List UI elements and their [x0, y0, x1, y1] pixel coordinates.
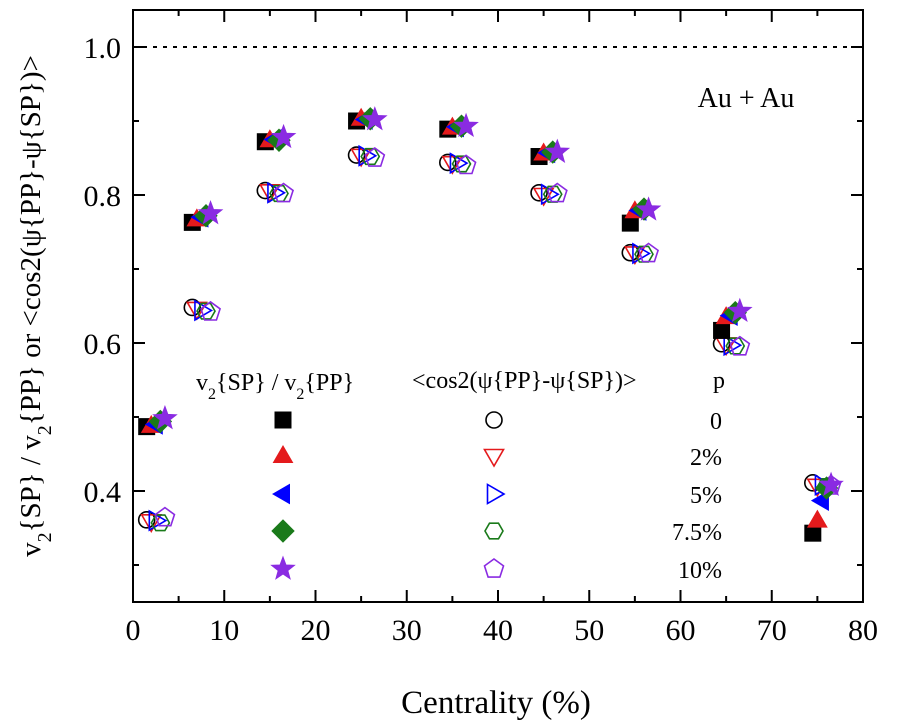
data-point-star [818, 471, 844, 496]
y-axis-label-v: v [15, 542, 47, 557]
legend-marker-pentagon [483, 558, 505, 578]
x-tick-label: 70 [757, 614, 787, 647]
legend-marker-triangle-right [486, 483, 506, 505]
x-tick-label: 60 [666, 614, 696, 647]
legend-header-p: p [713, 368, 725, 394]
legend-header-cos: <cos2(ψ{PP}-ψ{SP})> [412, 368, 637, 394]
series-pentagon [154, 147, 842, 527]
series-diamond [148, 107, 839, 500]
legend-marker-star [270, 555, 296, 580]
data-point-pentagon [546, 182, 568, 203]
legend-marker-diamond [271, 519, 295, 543]
data-point-triangle-down [140, 514, 163, 533]
y-axis-label: v2{SP} / v2{PP} or <cos2(ψ{PP}-ψ{SP})> [15, 55, 56, 557]
legend-header-mid: {SP} / v [216, 370, 296, 396]
legend-marker-triangle-down [483, 448, 505, 468]
data-point-pentagon [154, 506, 176, 527]
data-point-circle [621, 243, 640, 262]
data-point-pentagon [200, 300, 222, 321]
legend-header-end: {PP} [304, 370, 354, 396]
legend-marker-triangle-left [272, 483, 290, 505]
legend-p-label: 10% [678, 558, 722, 584]
data-point-star [727, 297, 753, 323]
legend-header-v: v [196, 370, 208, 396]
x-axis-label: Centrality (%) [401, 685, 591, 721]
legend-marker-triangle-up [272, 445, 294, 463]
data-point-triangle-up [806, 509, 828, 528]
y-axis-label-mid: {SP} / v [15, 435, 47, 533]
data-point-hexagon [725, 337, 746, 355]
y-tick-label: 0.6 [84, 328, 122, 361]
data-point-square [713, 321, 731, 339]
data-point-star [544, 138, 571, 163]
data-point-pentagon [638, 242, 660, 263]
data-points-layer [137, 106, 844, 542]
data-point-hexagon [196, 302, 216, 320]
data-point-triangle-down [623, 246, 646, 266]
x-tick-label: 50 [574, 614, 604, 647]
legend-p-label: 7.5% [672, 520, 722, 546]
legend-header-sub1: 2 [208, 386, 216, 403]
legend-rows: 0 2% 5% 7.5% 10% [270, 409, 722, 584]
legend-p-label: 5% [690, 483, 722, 509]
legend-marker-circle [485, 411, 503, 429]
x-tick-label: 30 [392, 614, 422, 647]
legend-p-label: 0 [710, 409, 722, 435]
y-tick-label: 0.4 [84, 476, 122, 509]
y-tick-label: 0.8 [84, 180, 122, 213]
data-point-hexagon [150, 514, 171, 532]
data-point-pentagon [273, 182, 295, 203]
data-point-star [453, 112, 479, 138]
svg-text:v2{SP} / v2{PP} or <cos2(ψ{PP}: v2{SP} / v2{PP} or <cos2(ψ{PP}-ψ{SP})> [15, 55, 56, 557]
x-tick-label: 10 [209, 614, 239, 647]
ticks-layer [132, 10, 864, 602]
x-tick-label: 20 [301, 614, 331, 647]
series-square [138, 112, 822, 542]
series-hexagon [150, 147, 837, 532]
y-axis-label-end: {PP} or <cos2(ψ{PP}-ψ{SP})> [15, 55, 47, 425]
y-axis-label-sub1: 2 [34, 532, 56, 542]
annotation-au-au: Au + Au [698, 83, 795, 114]
x-tick-label: 80 [848, 614, 878, 647]
data-point-pentagon [729, 335, 751, 356]
y-axis-label-sub2: 2 [34, 425, 56, 435]
legend-marker-hexagon [484, 522, 504, 540]
data-point-pentagon [364, 147, 386, 167]
data-point-circle [183, 298, 202, 317]
data-point-circle [530, 183, 548, 202]
x-tick-label: 0 [126, 614, 141, 647]
data-point-star [152, 405, 178, 430]
legend: v2{SP} / v2{PP} <cos2(ψ{PP}-ψ{SP})> p 02… [196, 368, 725, 584]
y-tick-label: 1.0 [84, 32, 122, 65]
data-point-pentagon [455, 154, 477, 175]
x-tick-label: 40 [483, 614, 513, 647]
legend-header-ratio: v2{SP} / v2{PP} [196, 370, 354, 403]
tick-labels-layer: 0 10 20 30 40 50 60 70 800.40.60.81.0 [84, 32, 879, 647]
legend-header-sub2: 2 [296, 386, 304, 403]
data-point-star [362, 106, 388, 131]
data-point-triangle-right [148, 509, 168, 532]
legend-marker-square [274, 411, 292, 429]
legend-p-label: 2% [690, 445, 722, 471]
data-point-star [197, 200, 224, 225]
series-star [152, 106, 844, 496]
data-point-star [635, 196, 662, 221]
data-point-circle [137, 511, 156, 529]
data-point-triangle-down [532, 187, 555, 207]
data-point-star [270, 123, 297, 149]
